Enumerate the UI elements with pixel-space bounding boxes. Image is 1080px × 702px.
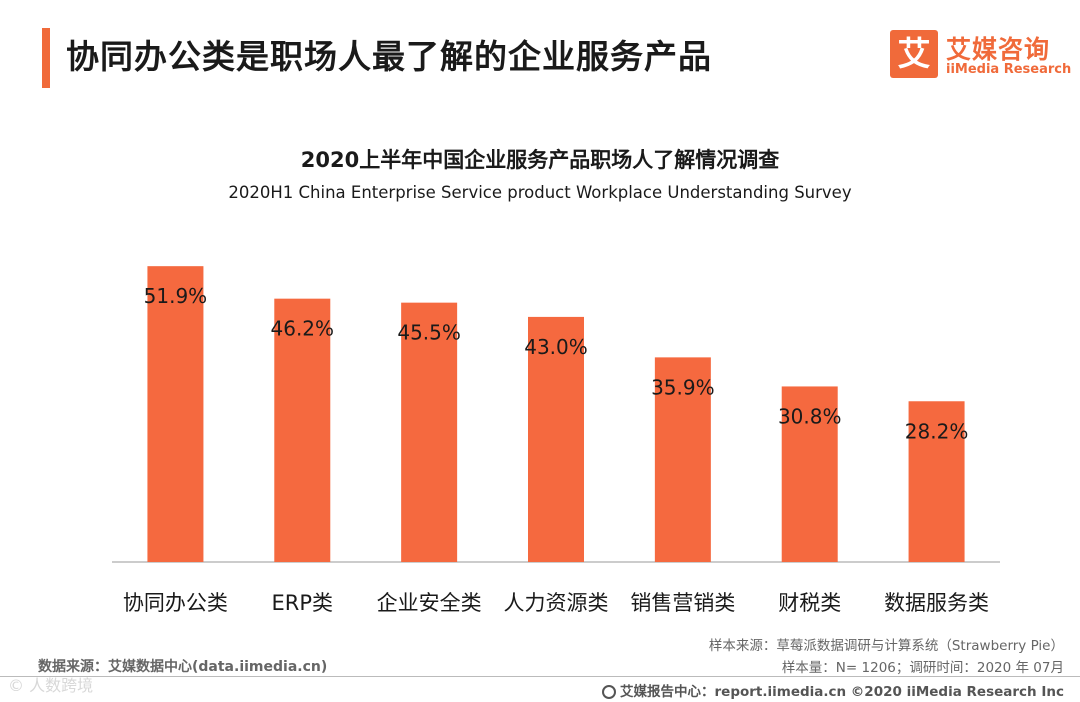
sample-info: 样本量：N= 1206；调研时间：2020 年 07月 — [781, 660, 1064, 676]
brand-logo: 艾 艾媒咨询 iiMedia Research — [890, 30, 1071, 82]
bar-value-label: 30.8% — [778, 404, 842, 428]
logo-mark: 艾 — [890, 30, 938, 78]
category-label: 销售营销类 — [630, 591, 735, 615]
title-accent-bar — [42, 28, 50, 88]
bar-value-label: 45.5% — [397, 321, 461, 345]
category-label: 数据服务类 — [884, 591, 989, 615]
bar — [401, 302, 458, 562]
page-title: 协同办公类是职场人最了解的企业服务产品 — [66, 37, 712, 76]
footer: 艾媒报告中心：report.iimedia.cn ©2020 iiMedia R… — [602, 680, 1064, 700]
chart-title: 2020上半年中国企业服务产品职场人了解情况调查 — [300, 148, 780, 172]
category-label: 协同办公类 — [123, 591, 228, 615]
footer-text: 艾媒报告中心：report.iimedia.cn ©2020 iiMedia R… — [620, 684, 1064, 700]
bar — [781, 386, 838, 562]
bar-value-label: 51.9% — [144, 284, 208, 308]
category-label: 财税类 — [778, 591, 841, 615]
sample-source: 样本来源：草莓派数据调研与计算系统（Strawberry Pie） — [708, 638, 1064, 654]
bar-value-label: 46.2% — [271, 317, 335, 341]
watermark: © 人数跨境 — [8, 676, 94, 695]
logo-name-en: iiMedia Research — [946, 62, 1072, 77]
bar — [528, 316, 584, 562]
category-label: ERP类 — [272, 591, 334, 615]
bar — [908, 401, 965, 562]
chart-subtitle: 2020H1 China Enterprise Service product … — [228, 183, 852, 202]
bar — [274, 298, 331, 562]
data-source: 数据来源：艾媒数据中心(data.iimedia.cn) — [38, 659, 328, 675]
bar-value-label: 28.2% — [905, 419, 969, 443]
category-label: 企业安全类 — [377, 591, 482, 615]
globe-icon — [602, 685, 616, 699]
bar-value-label: 43.0% — [524, 335, 588, 359]
bar-chart: 51.9% 协同办公类 46.2% ERP类 45.5% 企业安全类 43.0% 人力资源类 3… — [112, 266, 1000, 615]
category-label: 人力资源类 — [504, 591, 609, 615]
bar — [654, 357, 711, 562]
footer-divider — [0, 676, 1080, 677]
bar-value-label: 35.9% — [651, 375, 715, 399]
logo-name-cn: 艾媒咨询 — [946, 35, 1051, 64]
bar — [147, 266, 204, 562]
